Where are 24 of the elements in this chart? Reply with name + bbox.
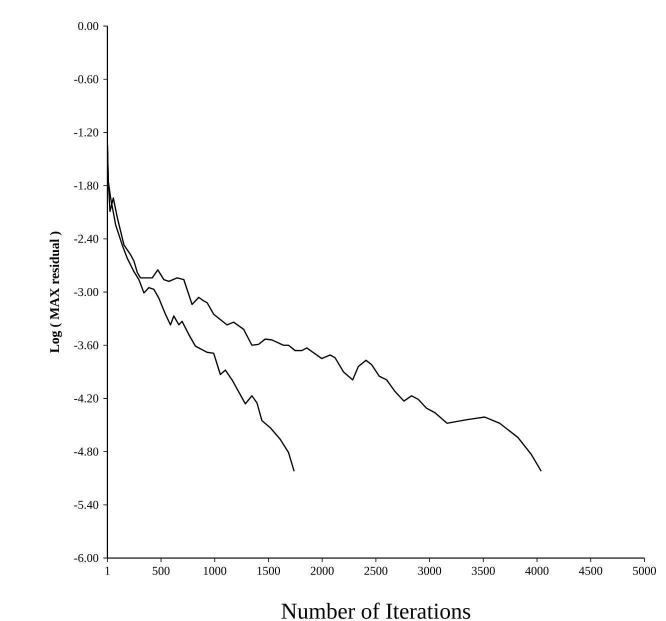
- y-tick-label: -4.80: [74, 448, 98, 456]
- x-tick-label: 1: [105, 566, 110, 575]
- y-tick-label: -5.40: [74, 500, 98, 509]
- x-tick-label: 5000: [633, 566, 656, 575]
- x-tick-label: 3000: [418, 566, 442, 575]
- y-tick-label: -6.00: [74, 554, 98, 562]
- x-tick-label: 4000: [525, 566, 549, 575]
- y-tick-label: -4.20: [74, 394, 98, 403]
- x-tick-label: 2500: [364, 566, 388, 575]
- x-tick-label: 1500: [258, 566, 280, 575]
- y-tick-label: -3.00: [74, 288, 98, 296]
- x-tick-label: 2000: [310, 566, 334, 575]
- y-tick-label: -1.20: [74, 128, 98, 137]
- y-tick-label: -0.60: [74, 75, 98, 84]
- y-tick-label: -3.60: [74, 341, 98, 350]
- x-tick-label: 1000: [204, 566, 226, 575]
- x-tick-label: 500: [152, 566, 170, 575]
- x-tick-label: 4500: [578, 566, 602, 575]
- y-tick-label: 0.00: [78, 22, 98, 30]
- x-tick-label: 3500: [472, 566, 495, 575]
- y-tick-label: -2.40: [74, 234, 98, 243]
- y-tick-label: -1.80: [74, 182, 98, 190]
- x-axis-title: Number of Iterations: [282, 602, 470, 619]
- y-axis-title: Log ( MAX residual ): [50, 232, 62, 353]
